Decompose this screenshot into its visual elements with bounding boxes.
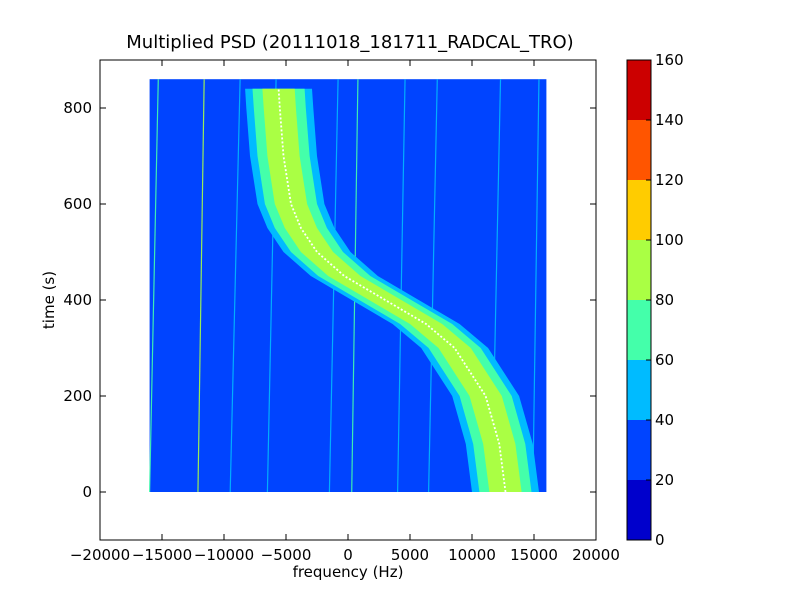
colorbar-segment <box>627 360 651 420</box>
tone-line-8 <box>428 79 438 493</box>
y-tick-label: 400 <box>63 291 92 309</box>
chart-title: Multiplied PSD (20111018_181711_RADCAL_T… <box>126 32 573 53</box>
y-tick-label: 800 <box>63 99 92 117</box>
colorbar-tick-label: 160 <box>655 51 684 69</box>
colorbar-segment <box>627 420 651 480</box>
x-axis: −20000 −15000 −10000 −5000 0 5000 10000 15000 20… <box>70 60 620 564</box>
tone-line-10 <box>532 79 540 493</box>
colorbar-segment <box>627 180 651 240</box>
tone-line-3 <box>229 79 241 493</box>
track-band-core <box>262 88 522 493</box>
colorbar-tick-label: 20 <box>655 471 674 489</box>
colorbar-tick-label: 40 <box>655 411 674 429</box>
x-tick-label: −10000 <box>194 546 254 564</box>
colorbar-tick-label: 140 <box>655 111 684 129</box>
x-tick-label: 20000 <box>572 546 620 564</box>
colorbar-tick-label: 100 <box>655 231 684 249</box>
track-band-mid-band <box>252 88 532 493</box>
colorbar-tick-label: 60 <box>655 351 674 369</box>
y-axis: 0 200 400 600 800 <box>63 99 596 501</box>
x-axis-label: frequency (Hz) <box>293 563 404 581</box>
colorbar-tick-label: 120 <box>655 171 684 189</box>
colorbar-tick-label: 0 <box>655 531 665 549</box>
x-tick-label: −15000 <box>132 546 192 564</box>
colorbar-tick-label: 80 <box>655 291 674 309</box>
x-tick-label: 10000 <box>448 546 496 564</box>
colorbar-segment <box>627 480 651 540</box>
tone-line-2 <box>197 79 205 493</box>
heatmap <box>149 79 547 493</box>
x-tick-label: −20000 <box>70 546 130 564</box>
x-tick-label: 15000 <box>510 546 558 564</box>
y-tick-label: 600 <box>63 195 92 213</box>
y-axis-label: time (s) <box>40 271 58 329</box>
y-tick-label: 0 <box>82 483 92 501</box>
x-tick-label: 0 <box>343 546 353 564</box>
tone-line-1 <box>149 79 159 493</box>
x-tick-label: 5000 <box>391 546 429 564</box>
colorbar-segment <box>627 300 651 360</box>
colorbar: 0 20 40 60 80 100 120 140 160 <box>626 51 684 549</box>
plot-area: −20000 −15000 −10000 −5000 0 5000 10000 15000 20… <box>63 59 620 564</box>
colorbar-segment <box>627 120 651 180</box>
y-tick-label: 200 <box>63 387 92 405</box>
colorbar-segment <box>627 60 651 120</box>
x-tick-label: −5000 <box>261 546 312 564</box>
colorbar-segment <box>627 240 651 300</box>
tone-line-7 <box>397 79 406 493</box>
